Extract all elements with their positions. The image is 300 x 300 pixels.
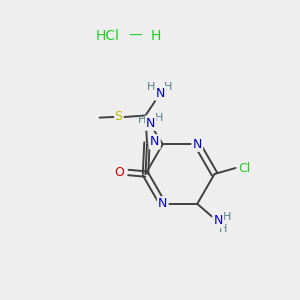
Text: O: O: [115, 166, 124, 179]
Text: S: S: [115, 110, 122, 124]
Text: HCl: HCl: [96, 29, 120, 43]
Text: N: N: [156, 86, 165, 100]
Text: H: H: [223, 212, 231, 222]
Text: N: N: [193, 138, 202, 151]
Text: N: N: [158, 197, 167, 210]
Text: H: H: [155, 113, 163, 123]
Text: H: H: [164, 82, 172, 92]
Text: N: N: [146, 117, 155, 130]
Text: H: H: [138, 115, 146, 125]
Text: H: H: [219, 224, 227, 234]
Text: H: H: [151, 29, 161, 43]
Text: Cl: Cl: [238, 161, 250, 175]
Text: H: H: [147, 82, 155, 92]
Text: —: —: [128, 29, 142, 43]
Text: N: N: [150, 135, 160, 148]
Text: N: N: [214, 214, 223, 227]
